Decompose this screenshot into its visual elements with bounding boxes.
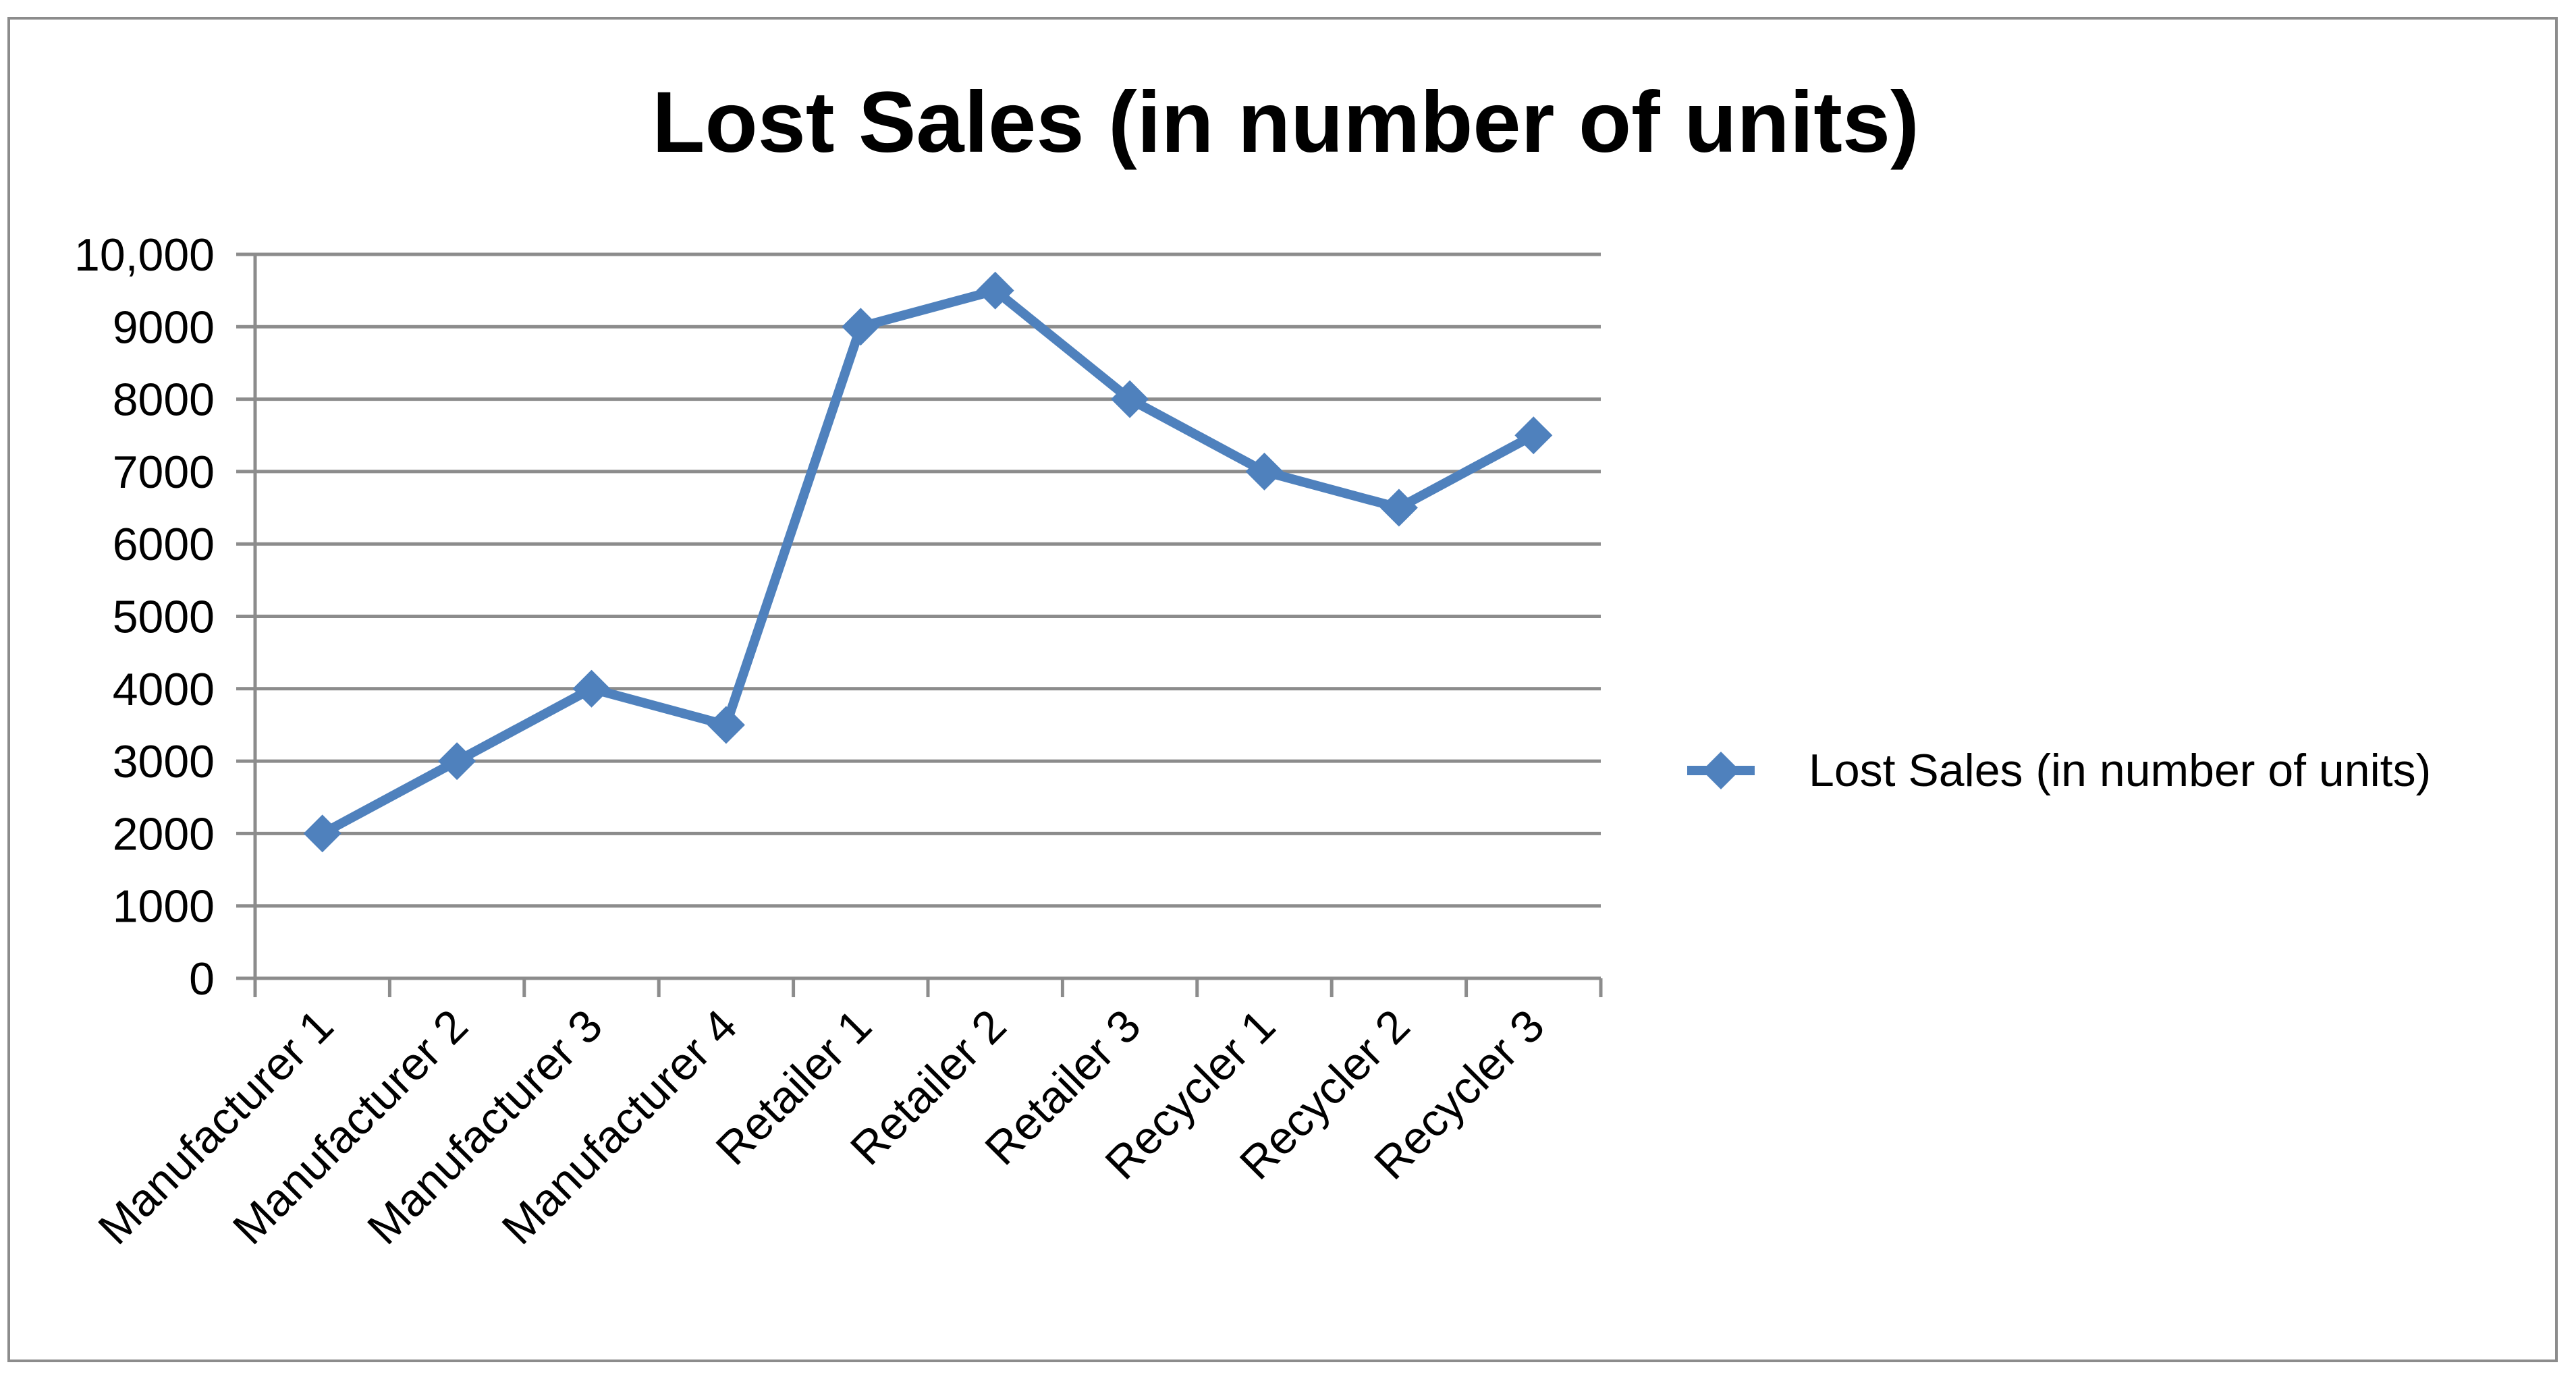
y-tick-label: 7000 [113, 447, 215, 498]
y-tick-label: 6000 [113, 519, 215, 570]
legend-entry-label: Lost Sales (in number of units) [1809, 745, 2431, 796]
axes [236, 254, 1603, 997]
y-tick-label: 9000 [113, 302, 215, 353]
data-point-marker [1111, 380, 1149, 418]
data-point-marker [438, 742, 476, 781]
y-tick-label: 4000 [113, 664, 215, 715]
data-point-marker [707, 706, 745, 744]
y-tick-label: 10,000 [74, 229, 215, 281]
y-tick-label: 3000 [113, 736, 215, 787]
series-line [303, 271, 1553, 853]
data-point-marker [1514, 416, 1553, 455]
data-point-marker [572, 669, 611, 708]
gridlines [236, 252, 1601, 908]
y-tick-label: 1000 [113, 881, 215, 932]
data-point-marker [842, 308, 880, 346]
data-point-marker [1379, 488, 1418, 527]
data-point-marker [303, 814, 341, 853]
y-tick-label: 8000 [113, 374, 215, 426]
legend-marker [1702, 752, 1740, 789]
chart-title: Lost Sales (in number of units) [652, 74, 1919, 171]
data-point-marker [976, 271, 1014, 310]
series-polyline [320, 285, 1536, 838]
y-tick-labels: 0 1000 2000 3000 4000 5000 6000 7000 8000 9000 10,… [74, 229, 215, 1005]
data-point-marker [1245, 452, 1284, 491]
legend: Lost Sales (in number of units) [1687, 745, 2431, 796]
y-tick-label: 0 [189, 953, 215, 1005]
y-tick-label: 5000 [113, 592, 215, 643]
y-tick-label: 2000 [113, 808, 215, 860]
